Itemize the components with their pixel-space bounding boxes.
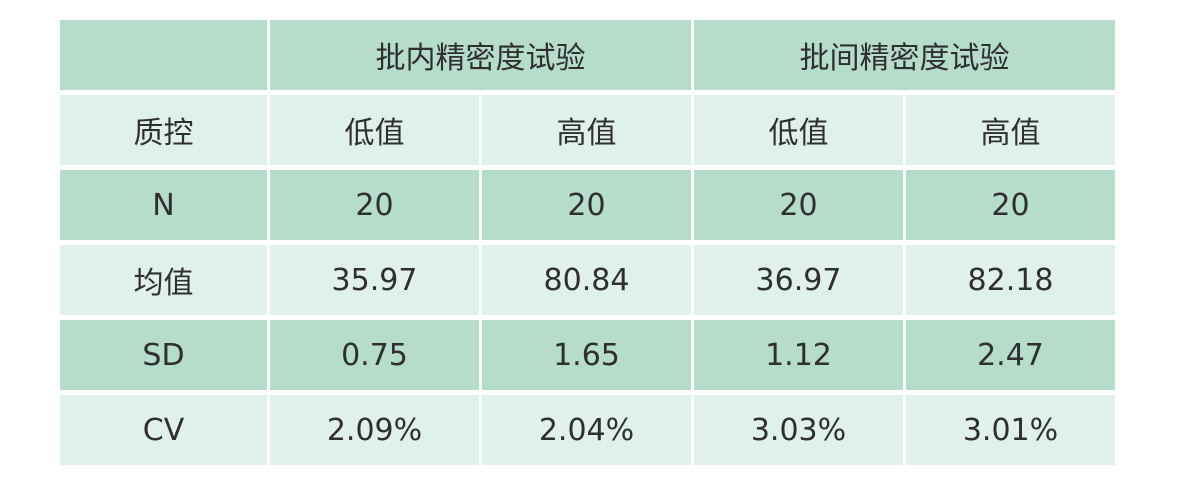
table-cell: 0.75: [270, 320, 479, 390]
table-cell: 1.12: [694, 320, 903, 390]
table-cell: 2.47: [906, 320, 1115, 390]
table-cell: 20: [906, 170, 1115, 240]
table-cell: 2.09%: [270, 395, 479, 465]
column-header: 低值: [694, 95, 903, 165]
row-header: N: [60, 170, 267, 240]
row-header: SD: [60, 320, 267, 390]
column-header: 高值: [482, 95, 691, 165]
table-cell: 82.18: [906, 245, 1115, 315]
precision-table: 批内精密度试验 批间精密度试验 质控 低值 高值 低值 高值 N 20 20 20 20…: [60, 20, 1115, 465]
table-cell: 20: [270, 170, 479, 240]
table-cell: 3.01%: [906, 395, 1115, 465]
column-header: 低值: [270, 95, 479, 165]
group-header: 批间精密度试验: [694, 20, 1115, 90]
table-cell: 20: [694, 170, 903, 240]
table-cell: 35.97: [270, 245, 479, 315]
table-cell: 3.03%: [694, 395, 903, 465]
row-header: 质控: [60, 95, 267, 165]
table-cell: 36.97: [694, 245, 903, 315]
column-header: 高值: [906, 95, 1115, 165]
table-cell: 1.65: [482, 320, 691, 390]
table-cell: 80.84: [482, 245, 691, 315]
row-header: 均值: [60, 245, 267, 315]
row-header: CV: [60, 395, 267, 465]
corner-cell: [60, 20, 267, 90]
group-header: 批内精密度试验: [270, 20, 691, 90]
table-cell: 2.04%: [482, 395, 691, 465]
table-cell: 20: [482, 170, 691, 240]
